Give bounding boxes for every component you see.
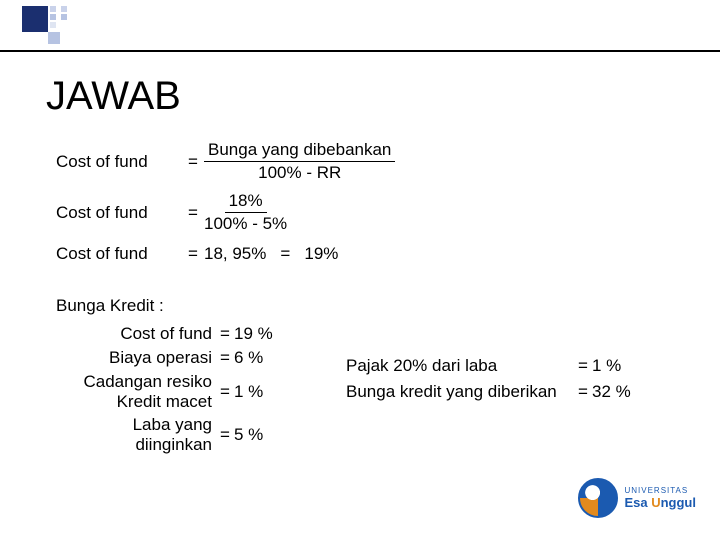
section-heading: Bunga Kredit : [56,296,656,316]
item-value: 1 % [592,356,640,376]
logo-main-text: Esa Unggul [624,495,696,510]
list-item: Cost of fund = 19 % [56,324,656,344]
item-value: 19 % [234,324,284,344]
fraction-denominator: 100% - 5% [204,213,287,234]
fraction-numerator: Bunga yang dibebankan [204,140,395,162]
page-title: JAWAB [46,74,181,119]
header-square-tiny [50,22,56,28]
item-value: 5 % [234,425,284,445]
item-label: Cadangan resiko Kredit macet [56,372,216,411]
formula-lhs: Cost of fund [56,244,184,264]
header-square-large [22,6,48,32]
header-rule [0,50,720,52]
formula-lhs: Cost of fund [56,152,184,172]
item-label: Biaya operasi [56,348,216,368]
equals-sign: = [276,244,294,264]
university-logo: UNIVERSITAS Esa Unggul [578,478,696,518]
equals-sign: = [574,382,592,402]
equals-sign: = [216,324,234,344]
logo-text: UNIVERSITAS Esa Unggul [624,486,696,510]
formula-row: Cost of fund = Bunga yang dibebankan 100… [56,140,656,183]
equals-sign: = [184,152,202,172]
equals-sign: = [184,203,202,223]
list-item: Pajak 20% dari laba = 1 % [346,356,640,376]
item-label: Pajak 20% dari laba [346,356,574,376]
equals-sign: = [216,425,234,445]
item-label: Cost of fund [56,324,216,344]
item-value: 32 % [592,382,640,402]
content-area: Cost of fund = Bunga yang dibebankan 100… [56,140,656,458]
item-value: 6 % [234,348,284,368]
header-square-tiny [50,6,56,12]
equals-sign: = [216,382,234,402]
formula-lhs: Cost of fund [56,203,184,223]
formula-row: Cost of fund = 18, 95% = 19% [56,244,656,264]
header-square-medium [48,32,60,44]
list-item: Laba yang diinginkan = 5 % [56,415,656,454]
equals-sign: = [574,356,592,376]
header-square-tiny [61,6,67,12]
formula-value: 18, 95% [204,244,266,264]
logo-mark-icon [578,478,618,518]
formula-result: 19% [304,244,338,264]
fraction: 18% 100% - 5% [204,191,287,234]
item-value: 1 % [234,382,284,402]
item-label: Bunga kredit yang diberikan [346,382,574,402]
list-item: Bunga kredit yang diberikan = 32 % [346,382,640,402]
equals-sign: = [184,244,202,264]
fraction-numerator: 18% [225,191,267,213]
logo-small-text: UNIVERSITAS [624,486,696,495]
fraction-denominator: 100% - RR [258,162,341,183]
formula-row: Cost of fund = 18% 100% - 5% [56,191,656,234]
equals-sign: = [216,348,234,368]
fraction: Bunga yang dibebankan 100% - RR [204,140,395,183]
header-square-tiny [50,14,56,20]
item-label: Laba yang diinginkan [56,415,216,454]
header-square-tiny [61,14,67,20]
bunga-kredit-right-list: Pajak 20% dari laba = 1 % Bunga kredit y… [346,356,640,408]
